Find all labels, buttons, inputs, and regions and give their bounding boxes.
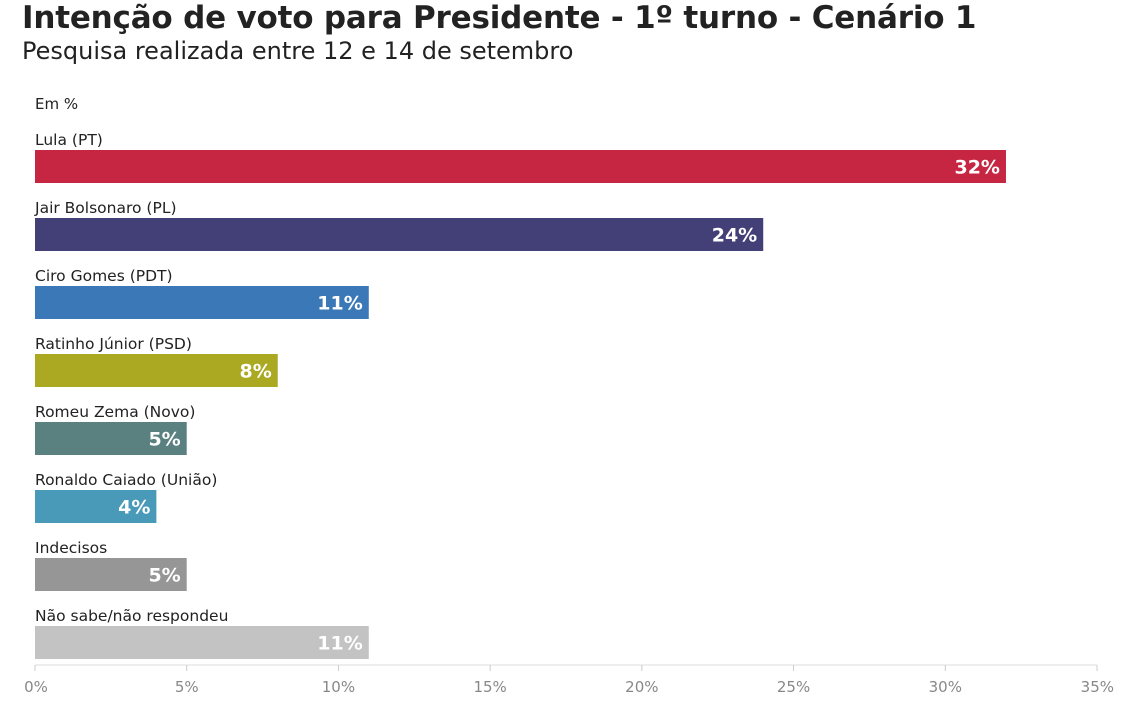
bar <box>35 422 187 455</box>
value-label: 24% <box>712 225 757 247</box>
x-tick-label: 25% <box>777 678 810 696</box>
value-label: 8% <box>239 361 271 383</box>
bar <box>35 218 764 251</box>
unit-label: Em % <box>35 95 78 113</box>
category-label: Ratinho Júnior (PSD) <box>35 335 192 353</box>
x-axis: 0% 5% 10% 15% 20% 25% 30% 35% <box>24 664 1114 696</box>
x-tick-label: 35% <box>1081 678 1114 696</box>
category-label: Não sabe/não respondeu <box>35 607 228 625</box>
x-tick-label: 30% <box>929 678 962 696</box>
x-tick-label: 0% <box>24 678 48 696</box>
bar <box>35 490 157 523</box>
bar <box>35 354 278 387</box>
x-tick-label: 20% <box>625 678 658 696</box>
x-tick-label: 10% <box>322 678 355 696</box>
x-tick-label: 5% <box>175 678 199 696</box>
bar <box>35 558 187 591</box>
chart-title: Intenção de voto para Presidente - 1º tu… <box>22 0 977 36</box>
bar <box>35 626 369 659</box>
category-label: Ronaldo Caiado (União) <box>35 471 217 489</box>
bar <box>35 286 369 319</box>
value-label: 11% <box>317 633 362 655</box>
value-label: 5% <box>148 565 180 587</box>
value-label: 32% <box>954 157 999 179</box>
value-label: 4% <box>118 497 150 519</box>
value-label: 11% <box>317 293 362 315</box>
bars-group: Lula (PT) 32% Jair Bolsonaro (PL) 24% Ciro G… <box>34 131 1006 659</box>
x-tick-label: 15% <box>473 678 506 696</box>
bar <box>35 150 1006 183</box>
value-label: 5% <box>148 429 180 451</box>
category-label: Ciro Gomes (PDT) <box>35 267 173 285</box>
category-label: Romeu Zema (Novo) <box>35 403 195 421</box>
category-label: Jair Bolsonaro (PL) <box>34 199 177 217</box>
chart-subtitle: Pesquisa realizada entre 12 e 14 de sete… <box>22 37 574 65</box>
category-label: Lula (PT) <box>35 131 103 149</box>
category-label: Indecisos <box>35 539 107 557</box>
